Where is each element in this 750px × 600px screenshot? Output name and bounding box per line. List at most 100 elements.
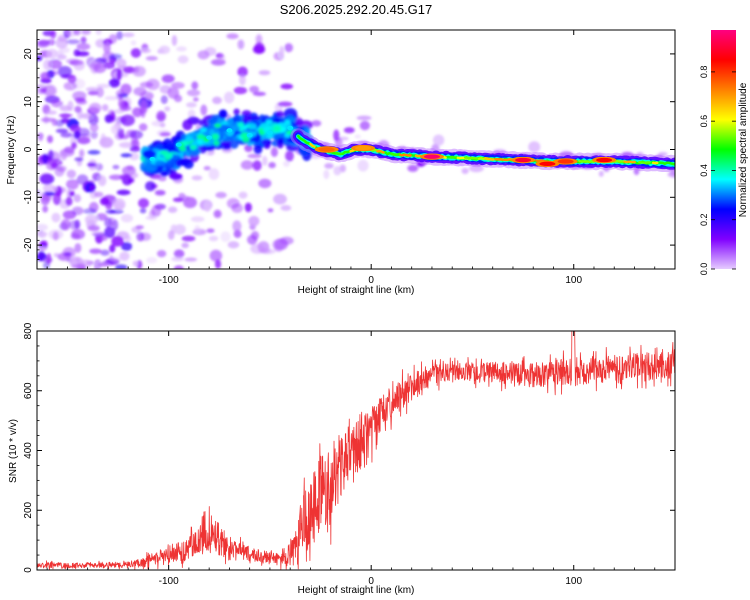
spectrogram-ridge-segment [309,142,316,148]
spectrogram-hot-spot [318,147,335,152]
spectrogram-noise-blob [171,35,178,46]
spectrogram-noise-blob [66,169,77,179]
spectrogram-noise-blob [66,188,72,199]
spectrogram-noise-blob [215,191,227,199]
spectrogram-noise-blob [87,150,101,155]
x-tick-label: -100 [159,576,179,587]
spectrogram-noise-blob [45,110,58,115]
spectrogram-energy-blob [295,118,304,126]
spectrogram-energy-blob [155,143,164,151]
spectrogram-noise-blob [43,84,57,97]
spectrogram-noise-blob [461,167,469,175]
spectrogram-energy-blob [242,137,250,143]
spectrogram-noise-blob [37,223,48,231]
spectrogram-noise-blob [87,162,97,168]
spectrogram-noise-blob [71,257,77,265]
spectrogram-noise-blob [71,229,86,240]
spectrogram-noise-blob [191,81,199,90]
spectrogram-energy-blob [185,136,193,143]
spectrogram-noise-blob [60,113,71,119]
spectrogram-energy-blob [258,127,264,135]
spectrogram-noise-blob [337,136,349,141]
spectrogram-energy-blob [213,140,220,146]
colorbar-tick-label: 0.2 [699,213,709,226]
colorbar-tick-label: 0.6 [699,115,709,128]
spectrogram-noise-blob [96,262,111,267]
spectrogram-noise-blob [51,100,64,108]
spectrogram-noise-blob [55,119,64,127]
spectrogram-noise-blob [115,116,127,124]
spectrogram-noise-blob [258,178,272,189]
spectrogram-noise-blob [187,109,196,119]
spectrogram-noise-blob [40,117,56,123]
spectrogram-noise-blob [84,214,99,225]
x-tick-label: 100 [565,275,582,286]
spectrogram-noise-blob [76,43,91,51]
spectrogram-energy-blob [163,152,173,159]
spectrogram-energy-blob [189,144,197,151]
spectrogram-noise-blob [139,81,154,88]
spectrogram-noise-blob [167,206,178,213]
spectrogram-noise-blob [79,149,85,158]
spectrogram-noise-blob [90,231,104,236]
spectrogram-noise-blob [145,215,158,220]
spectrogram-noise-blob [240,160,254,170]
spectrogram-noise-blob [119,173,132,181]
spectrogram-noise-blob [118,97,125,108]
spectrogram-noise-blob [158,45,171,55]
spectrogram-noise-blob [200,104,208,116]
spectrogram-noise-blob [63,81,78,91]
spectrogram-energy-blob [171,154,181,160]
spectrogram-noise-blob [133,86,147,96]
spectrogram-noise-blob [333,166,342,176]
spectrogram-noise-blob [130,48,142,58]
spectrogram-noise-blob [273,193,287,205]
spectrogram-noise-blob [51,212,61,223]
spectrogram-noise-blob [117,128,125,139]
spectrogram-noise-blob [95,30,102,36]
spectrogram-noise-blob [156,129,171,137]
spectrogram-noise-blob [407,164,419,172]
spectrogram-noise-blob [39,246,47,251]
spectrogram-noise-blob [203,151,213,156]
spectrogram-noise-blob [124,235,132,243]
spectrogram-noise-blob [140,48,152,54]
spectrogram-x-axis-label: Height of straight line (km) [298,285,415,296]
x-tick-label: 0 [368,275,374,286]
spectrogram-energy-blob [169,173,183,179]
spectrogram-noise-blob [191,175,203,181]
spectrogram-energy-blob [237,121,245,128]
spectrogram-energy-blob [143,151,154,158]
spectrogram-ridge-segment [463,156,481,161]
spectrogram-noise-blob [145,92,154,100]
spectrogram-noise-blob [115,89,124,100]
spectrogram-noise-blob [132,107,143,118]
spectrogram-highlight [175,142,182,147]
colorbar-label: Normalized spectral amplitude [738,82,749,217]
colorbar-tick-label: 0.4 [699,164,709,177]
spectrogram-noise-blob [177,55,189,64]
spectrogram-noise-blob [74,219,81,229]
spectrogram-noise-blob [65,39,81,45]
spectrogram-noise-blob [37,231,48,237]
colorbar: 0.0 0.2 0.4 0.6 0.8 Normalized spectral ampl… [699,30,749,275]
spectrogram-energy-blob [191,140,199,146]
spectrogram-noise-blob [120,83,132,95]
spectrogram-energy-layer [140,108,316,180]
spectrogram-hot-spot [539,161,556,167]
spectrogram-noise-blob [116,31,123,40]
spectrogram-energy-blob [249,123,257,130]
spectrogram-hot-spot [596,157,613,163]
spectrogram-noise-blob [74,97,86,102]
spectrogram-noise-blob [104,114,113,124]
x-tick-label: 0 [368,576,374,587]
spectrogram-noise-blob [102,104,109,112]
spectrogram-noise-blob [154,189,166,196]
spectrogram-energy-blob [233,108,240,116]
spectrogram-noise-blob [160,95,168,104]
spectrogram-noise-blob [37,250,45,262]
spectrogram-noise-blob [181,235,196,242]
spectrogram-noise-blob [354,134,361,139]
spectrogram-noise-blob [116,68,122,81]
spectrogram-noise-blob [77,127,91,137]
